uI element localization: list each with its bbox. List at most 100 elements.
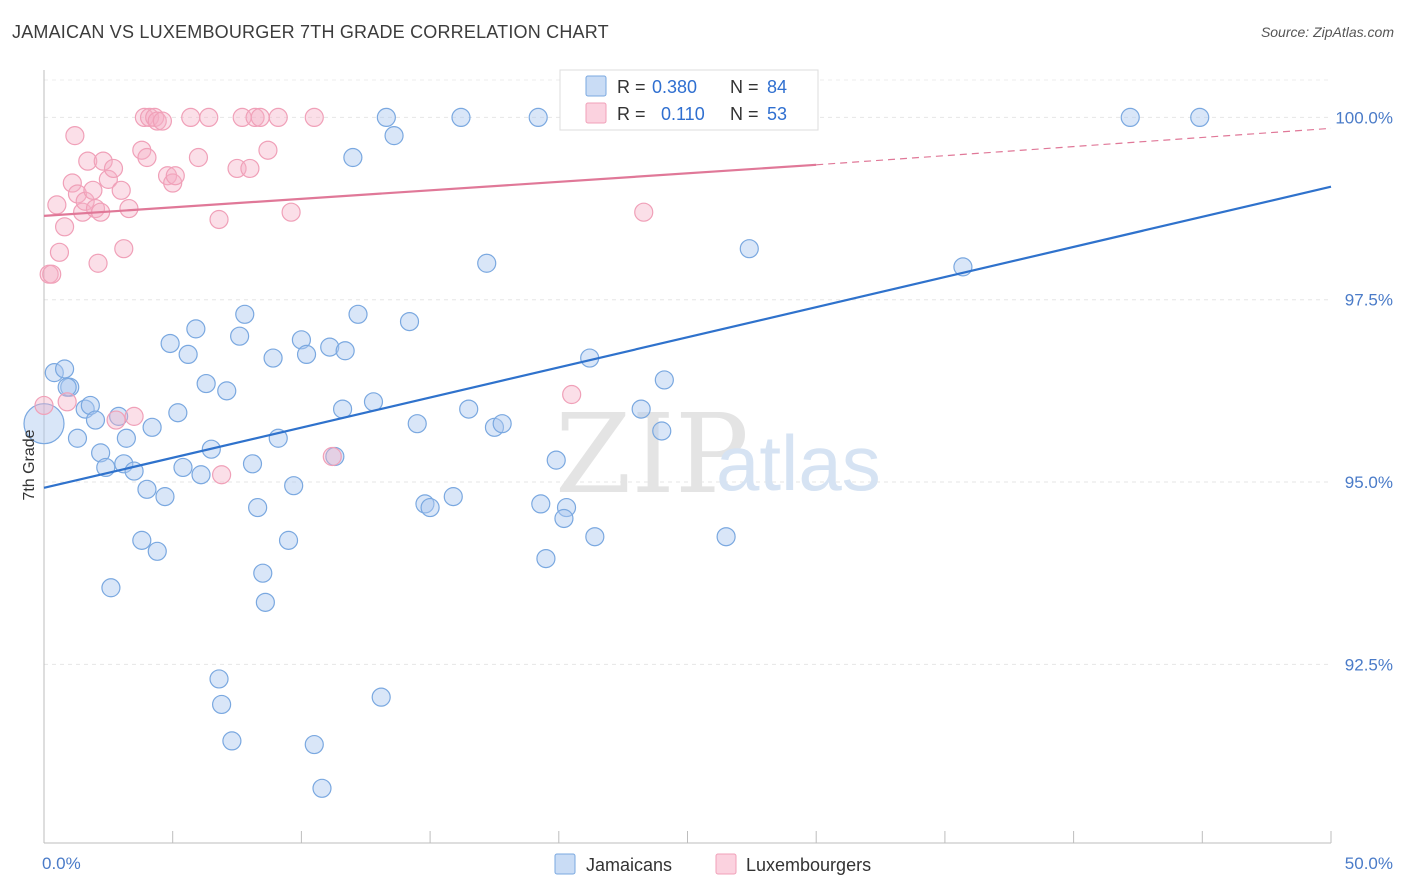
jamaican-point <box>451 107 471 128</box>
luxembourger-point <box>34 395 54 416</box>
jamaican-point <box>191 465 211 485</box>
luxembourger-point <box>163 173 183 193</box>
jamaican-point <box>284 476 304 496</box>
luxembourger-point <box>106 410 126 430</box>
luxembourger-point <box>137 147 157 168</box>
jamaican-point <box>492 414 512 434</box>
jamaican-point <box>1190 107 1210 128</box>
jamaican-point <box>716 527 736 547</box>
jamaican-point <box>739 239 759 259</box>
luxembourgers-trend-extension <box>816 127 1332 166</box>
legend-swatch-luxembourgers <box>585 102 607 124</box>
luxembourger-point <box>209 209 229 230</box>
jamaican-point <box>235 304 255 324</box>
jamaican-point <box>376 107 396 128</box>
luxembourger-point <box>147 111 167 131</box>
axes <box>43 70 1332 844</box>
luxembourger-point <box>199 107 219 128</box>
jamaican-point <box>652 421 672 441</box>
jamaican-point <box>631 399 651 419</box>
luxembourger-point <box>634 202 654 222</box>
jamaican-point <box>420 497 440 518</box>
jamaican-point <box>91 443 111 463</box>
jamaican-point <box>54 359 75 379</box>
jamaican-point <box>654 370 674 390</box>
jamaicans-trend-line <box>43 185 1332 489</box>
luxembourger-point <box>114 239 134 259</box>
luxembourger-point <box>54 217 75 237</box>
bottom-legend-label-luxembourgers: Luxembourgers <box>746 855 871 875</box>
jamaican-point <box>155 487 175 507</box>
jamaican-point <box>230 326 250 346</box>
jamaican-point <box>477 253 497 273</box>
luxembourger-point <box>93 151 113 171</box>
jamaican-point <box>23 403 65 445</box>
jamaican-point <box>137 479 157 499</box>
watermark-atlas: atlas <box>716 419 881 507</box>
luxembourger-point <box>88 253 108 273</box>
jamaican-point <box>312 778 332 798</box>
jamaican-point <box>384 126 404 146</box>
jamaican-point <box>371 687 391 707</box>
luxembourger-point <box>181 107 201 128</box>
jamaican-point <box>363 392 384 412</box>
luxembourger-point <box>75 191 95 211</box>
jamaican-point <box>546 450 566 470</box>
jamaican-point <box>1120 107 1140 128</box>
jamaican-point <box>101 578 121 598</box>
jamaican-point <box>116 428 136 448</box>
luxembourger-point <box>111 180 131 200</box>
y-tick-label: 92.5% <box>1345 655 1393 674</box>
luxembourger-point <box>281 202 301 222</box>
jamaican-point <box>132 530 152 550</box>
x-tick-label-min: 0.0% <box>42 854 81 873</box>
luxembourger-point <box>258 140 278 160</box>
jamaican-point <box>536 548 556 569</box>
jamaican-point <box>248 497 268 518</box>
y-tick-label: 97.5% <box>1345 291 1393 310</box>
jamaican-point <box>160 333 180 354</box>
luxembourger-point <box>49 242 70 262</box>
luxembourger-point <box>188 147 209 168</box>
luxembourger-point <box>42 264 62 284</box>
watermark-zip: ZIP <box>555 390 749 518</box>
jamaican-point <box>212 694 232 715</box>
luxembourger-point <box>212 465 232 485</box>
legend-r-luxembourgers: 0.110 <box>661 104 705 124</box>
luxembourger-point <box>47 195 67 215</box>
jamaican-point <box>173 457 193 478</box>
luxembourger-point <box>165 166 185 186</box>
y-tick-labels: 92.5% 95.0% 97.5% 100.0% <box>1335 108 1393 674</box>
jamaican-point <box>528 107 548 128</box>
luxembourger-point <box>103 158 124 179</box>
luxembourger-point <box>67 184 88 204</box>
jamaican-point <box>186 319 206 339</box>
jamaican-point <box>178 344 198 365</box>
legend-n-jamaicans: 84 <box>767 77 787 97</box>
jamaican-point <box>85 410 106 430</box>
jamaican-point <box>217 381 237 401</box>
jamaican-point <box>142 417 162 437</box>
jamaican-point <box>348 304 368 324</box>
jamaicans-points <box>23 107 1210 798</box>
jamaican-point <box>147 541 167 561</box>
jamaican-point <box>415 494 435 514</box>
jamaican-point <box>263 348 283 368</box>
jamaican-point <box>304 734 324 755</box>
luxembourger-point <box>268 107 288 128</box>
luxembourger-point <box>98 169 118 189</box>
jamaican-point <box>320 337 340 357</box>
watermark: ZIP atlas <box>555 390 881 518</box>
source-label: Source: ZipAtlas.com <box>1260 24 1394 40</box>
jamaican-point <box>335 341 355 361</box>
legend-box: R = 0.380 N = 84 R = 0.110 N = 53 <box>559 69 819 131</box>
luxembourger-point <box>65 126 85 146</box>
x-tick-label-max: 50.0% <box>1345 854 1393 873</box>
jamaican-point <box>80 395 100 416</box>
jamaican-point <box>399 311 420 332</box>
jamaican-point <box>109 406 129 426</box>
legend-r-jamaicans: 0.380 <box>652 77 697 97</box>
luxembourger-point <box>152 111 173 131</box>
chart-title: JAMAICAN VS LUXEMBOURGER 7TH GRADE CORRE… <box>12 22 609 42</box>
luxembourger-point <box>240 158 260 179</box>
